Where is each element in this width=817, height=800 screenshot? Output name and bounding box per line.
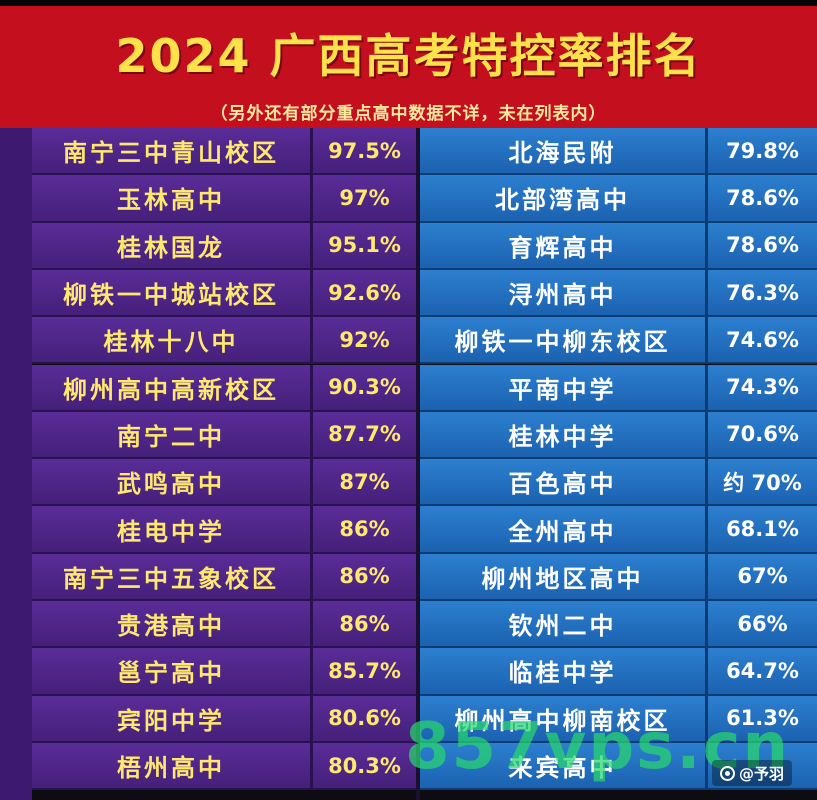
ranking-table: 南宁三中青山校区 97.5% 北海民附 79.8% 玉林高中 97% 北部湾高中 78.6% 桂… — [0, 128, 817, 800]
author-name: @予羽 — [739, 764, 785, 783]
table-row: 柳州高中高新校区 90.3% 平南中学 74.3% — [0, 364, 817, 412]
right-school-name: 北海民附 — [420, 128, 708, 176]
left-rate-value: 97.5% — [313, 128, 416, 176]
right-school-name: 北部湾高中 — [420, 175, 708, 223]
left-school-name: 桂林十八中 — [32, 317, 313, 365]
left-rate-value: 92.6% — [313, 269, 416, 318]
right-rate-value: 68.1% — [708, 506, 817, 554]
table-row: 宾阳中学 80.6% 柳州高中柳南校区 61.3% — [0, 695, 817, 743]
table-row: 南宁三中五象校区 86% 柳州地区高中 67% — [0, 553, 817, 601]
right-rate-value: 78.6% — [708, 175, 817, 223]
left-school-name: 邕宁高中 — [32, 648, 313, 696]
right-school-name: 百色高中 — [420, 459, 708, 507]
right-rate-value: 79.8% — [708, 128, 817, 176]
right-rate-value: 70.6% — [708, 411, 817, 460]
user-icon — [720, 765, 735, 781]
left-school-name: 南宁二中 — [32, 411, 313, 460]
left-rate-value: 97% — [313, 175, 416, 223]
left-school-name: 南宁三中青山校区 — [32, 128, 313, 176]
left-school-name: 武鸣高中 — [32, 459, 313, 507]
left-rate-value: 86% — [313, 506, 416, 554]
right-school-name: 来宾高中 — [420, 742, 708, 791]
left-school-name: 宾阳中学 — [32, 695, 313, 743]
right-school-name: 柳州地区高中 — [420, 553, 708, 601]
table-row: 桂电中学 86% 全州高中 68.1% — [0, 506, 817, 554]
right-rate-value: 67% — [708, 553, 817, 601]
table-row: 邕宁高中 85.7% 临桂中学 64.7% — [0, 648, 817, 696]
left-school-name: 南宁三中五象校区 — [32, 553, 313, 601]
right-school-name: 育辉高中 — [420, 222, 708, 270]
right-rate-value: 76.3% — [708, 269, 817, 318]
left-rate-value: 95.1% — [313, 222, 416, 270]
left-school-name: 梧州高中 — [32, 742, 313, 791]
left-rate-value: 80.3% — [313, 742, 416, 791]
right-school-name: 钦州二中 — [420, 601, 708, 649]
right-rate-value: 64.7% — [708, 648, 817, 696]
right-school-name: 全州高中 — [420, 506, 708, 554]
right-school-name: 桂林中学 — [420, 411, 708, 460]
right-rate-value: 78.6% — [708, 222, 817, 270]
right-rate-value: 约 70% — [708, 459, 817, 507]
left-rate-value: 86% — [313, 553, 416, 601]
left-rate-value: 90.3% — [313, 364, 416, 412]
table-row: 武鸣高中 87% 百色高中约 70% — [0, 459, 817, 507]
table-row: 柳铁一中城站校区 92.6% 浔州高中 76.3% — [0, 269, 817, 318]
left-school-name: 贵港高中 — [32, 601, 313, 649]
table-row: 桂林十八中 92% 柳铁一中柳东校区 74.6% — [0, 317, 817, 365]
table-row: 玉林高中 97% 北部湾高中 78.6% — [0, 175, 817, 223]
column-divider — [416, 128, 420, 800]
left-school-name: 桂电中学 — [32, 506, 313, 554]
page-subtitle: （另外还有部分重点高中数据不详，未在列表内） — [210, 104, 607, 124]
right-school-name: 浔州高中 — [420, 269, 708, 318]
right-rate-value: 66% — [708, 601, 817, 649]
left-school-name: 桂林国龙 — [32, 222, 313, 270]
right-rate-value: 74.6% — [708, 317, 817, 365]
left-rate-value: 85.7% — [313, 648, 416, 696]
left-rate-value: 87.7% — [313, 411, 416, 460]
left-school-name: 柳铁一中城站校区 — [32, 269, 313, 318]
table-row: 梧州高中 80.3% 来宾高中 — [0, 742, 817, 791]
header-banner: 2024 广西高考特控率排名 （另外还有部分重点高中数据不详，未在列表内） — [0, 0, 817, 128]
right-rate-value: 61.3% — [708, 695, 817, 743]
right-rate-value: 74.3% — [708, 364, 817, 412]
table-row: 南宁二中 87.7% 桂林中学 70.6% — [0, 411, 817, 460]
table-row: 桂林国龙 95.1% 育辉高中 78.6% — [0, 222, 817, 270]
left-rate-value: 86% — [313, 601, 416, 649]
table-row: 南宁三中青山校区 97.5% 北海民附 79.8% — [0, 128, 817, 176]
author-badge: @予羽 — [712, 760, 793, 786]
page-title: 2024 广西高考特控率排名 — [115, 29, 702, 83]
table-row: 贵港高中 86% 钦州二中 66% — [0, 601, 817, 649]
left-school-name: 柳州高中高新校区 — [32, 364, 313, 412]
right-school-name: 平南中学 — [420, 364, 708, 412]
right-school-name: 柳州高中柳南校区 — [420, 695, 708, 743]
left-rate-value: 87% — [313, 459, 416, 507]
left-rate-value: 92% — [313, 317, 416, 365]
left-rate-value: 80.6% — [313, 695, 416, 743]
left-edge-band — [0, 128, 32, 800]
right-school-name: 临桂中学 — [420, 648, 708, 696]
right-school-name: 柳铁一中柳东校区 — [420, 317, 708, 365]
left-school-name: 玉林高中 — [32, 175, 313, 223]
